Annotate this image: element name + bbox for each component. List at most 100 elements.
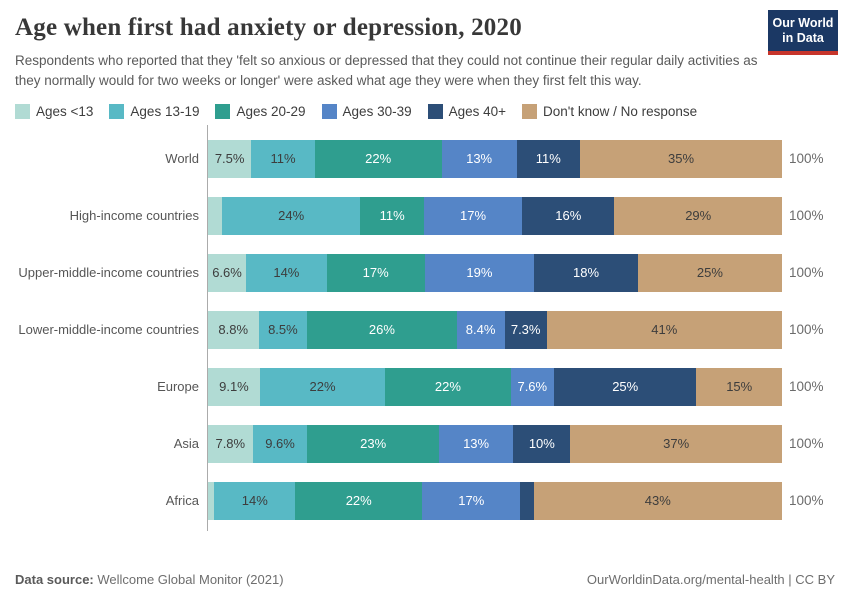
bar-segment-ages-13-19[interactable]: 8.5% <box>258 310 308 349</box>
bar-segment-ages-13[interactable]: 8.8% <box>208 310 259 349</box>
bar-segment-don-t-know-no-response[interactable]: 35% <box>580 139 782 178</box>
bar-segment-ages-13[interactable] <box>208 481 215 520</box>
chart-row-world: World 7.5% 11% 22% 13% 11% 35% 100% <box>15 130 835 187</box>
legend-label: Ages 13-19 <box>130 104 200 120</box>
bar-segment-ages-40[interactable]: 25% <box>553 367 697 406</box>
stacked-bar: 6.6% 14% 17% 19% 18% 25% <box>208 253 782 292</box>
bar-segment-ages-13[interactable]: 6.6% <box>208 253 247 292</box>
bar-segment-ages-40[interactable] <box>520 481 534 520</box>
legend-swatch-icon <box>15 104 30 120</box>
bar-segment-ages-40[interactable]: 11% <box>516 139 581 178</box>
total-label: 100% <box>789 265 824 281</box>
stacked-bar: 7.5% 11% 22% 13% 11% 35% <box>208 139 782 178</box>
bar-segment-ages-13-19[interactable]: 9.6% <box>252 424 308 463</box>
chart-row-upper-middle-income-countries: Upper-middle-income countries 6.6% 14% 17% 1… <box>15 244 835 301</box>
bar-segment-ages-13-19[interactable]: 22% <box>259 367 386 406</box>
owid-logo: Our World in Data <box>768 10 838 55</box>
y-axis-line <box>207 125 208 532</box>
legend: Ages <13 Ages 13-19 Ages 20-29 Ages 30-39 Ag… <box>15 104 835 120</box>
row-label: World <box>165 151 199 167</box>
bar-segment-ages-30-39[interactable]: 13% <box>438 424 514 463</box>
legend-item-ages-30-39: Ages 30-39 <box>321 104 412 120</box>
legend-swatch-icon <box>215 104 231 120</box>
chart-rows: World 7.5% 11% 22% 13% 11% 35% 100% High-income … <box>15 130 835 529</box>
chart-row-lower-middle-income-countries: Lower-middle-income countries 8.8% 8.5% 26%… <box>15 301 835 358</box>
legend-swatch-icon <box>522 104 538 120</box>
chart-row-high-income-countries: High-income countries 24% 11% 17% 16% 29% 100% <box>15 187 835 244</box>
bar-segment-ages-40[interactable]: 10% <box>513 424 571 463</box>
bar-segment-ages-13[interactable]: 9.1% <box>208 367 260 406</box>
bar-segment-don-t-know-no-response[interactable]: 29% <box>614 196 782 235</box>
chart-row-africa: Africa 14% 22% 17% 43% 100% <box>15 472 835 529</box>
bar-segment-ages-30-39[interactable]: 17% <box>422 481 521 520</box>
legend-item-ages-13: Ages <13 <box>15 104 94 120</box>
legend-swatch-icon <box>321 104 337 120</box>
legend-label: Ages 30-39 <box>342 104 412 120</box>
bar-segment-ages-20-29[interactable]: 23% <box>307 424 439 463</box>
bar-segment-ages-20-29[interactable]: 17% <box>326 253 425 292</box>
footer: Data source: Wellcome Global Monitor (20… <box>15 572 835 587</box>
row-label: Asia <box>173 436 199 452</box>
bar-segment-ages-13-19[interactable]: 24% <box>221 196 361 235</box>
bar-segment-ages-30-39[interactable]: 19% <box>424 253 535 292</box>
bar-segment-don-t-know-no-response[interactable]: 25% <box>637 253 782 292</box>
legend-label: Ages 20-29 <box>236 104 306 120</box>
legend-item-don-t-know-no-response: Don't know / No response <box>522 104 698 120</box>
bar-segment-ages-13[interactable]: 7.8% <box>208 424 253 463</box>
data-source-value: Wellcome Global Monitor (2021) <box>93 572 284 587</box>
owid-logo-line1: Our World <box>772 16 834 30</box>
bar-segment-don-t-know-no-response[interactable]: 43% <box>533 481 782 520</box>
legend-item-ages-20-29: Ages 20-29 <box>215 104 306 120</box>
total-label: 100% <box>789 151 824 167</box>
citation-link[interactable]: OurWorldinData.org/mental-health | CC BY <box>586 572 835 587</box>
total-label: 100% <box>789 436 824 452</box>
total-label: 100% <box>789 322 824 338</box>
bar-segment-ages-13-19[interactable]: 14% <box>214 481 296 520</box>
owid-logo-line2: in Data <box>782 31 824 45</box>
bar-segment-ages-20-29[interactable]: 11% <box>360 196 424 235</box>
legend-item-ages-13-19: Ages 13-19 <box>109 104 200 120</box>
bar-segment-ages-40[interactable]: 16% <box>522 196 615 235</box>
bar-segment-ages-20-29[interactable]: 22% <box>385 367 511 406</box>
stacked-bar: 14% 22% 17% 43% <box>208 481 782 520</box>
stacked-bar: 9.1% 22% 22% 7.6% 25% 15% <box>208 367 782 406</box>
chart-row-europe: Europe 9.1% 22% 22% 7.6% 25% 15% 100% <box>15 358 835 415</box>
page-title: Age when first had anxiety or depression… <box>15 14 522 41</box>
legend-label: Don't know / No response <box>543 104 698 120</box>
data-source: Data source: Wellcome Global Monitor (20… <box>15 572 284 587</box>
bar-segment-ages-13-19[interactable]: 11% <box>251 139 315 178</box>
chart-subtitle: Respondents who reported that they 'felt… <box>15 53 758 88</box>
row-label: Africa <box>165 493 199 509</box>
total-label: 100% <box>789 208 824 224</box>
stacked-bar: 24% 11% 17% 16% 29% <box>208 196 782 235</box>
bar-segment-ages-13[interactable] <box>208 196 222 235</box>
bar-segment-ages-30-39[interactable]: 7.6% <box>510 367 554 406</box>
total-label: 100% <box>789 493 824 509</box>
bar-segment-don-t-know-no-response[interactable]: 37% <box>570 424 782 463</box>
bar-segment-ages-20-29[interactable]: 26% <box>307 310 457 349</box>
legend-label: Ages <13 <box>36 104 94 120</box>
legend-label: Ages 40+ <box>448 104 507 120</box>
bar-segment-ages-13-19[interactable]: 14% <box>246 253 327 292</box>
bar-segment-don-t-know-no-response[interactable]: 15% <box>696 367 782 406</box>
chart: World 7.5% 11% 22% 13% 11% 35% 100% High-income … <box>15 125 835 532</box>
total-label: 100% <box>789 379 824 395</box>
row-label: Europe <box>157 379 199 395</box>
bar-segment-ages-30-39[interactable]: 13% <box>441 139 517 178</box>
stacked-bar: 7.8% 9.6% 23% 13% 10% 37% <box>208 424 782 463</box>
bar-segment-ages-30-39[interactable]: 8.4% <box>456 310 505 349</box>
chart-row-asia: Asia 7.8% 9.6% 23% 13% 10% 37% 100% <box>15 415 835 472</box>
header: Age when first had anxiety or depression… <box>0 0 850 120</box>
bar-segment-ages-20-29[interactable]: 22% <box>314 139 442 178</box>
bar-segment-ages-30-39[interactable]: 17% <box>423 196 523 235</box>
bar-segment-ages-20-29[interactable]: 22% <box>295 481 423 520</box>
bar-segment-don-t-know-no-response[interactable]: 41% <box>546 310 782 349</box>
row-label: Upper-middle-income countries <box>18 265 199 281</box>
legend-swatch-icon <box>427 104 443 120</box>
bar-segment-ages-40[interactable]: 7.3% <box>504 310 547 349</box>
stacked-bar: 8.8% 8.5% 26% 8.4% 7.3% 41% <box>208 310 782 349</box>
legend-item-ages-40: Ages 40+ <box>427 104 507 120</box>
bar-segment-ages-13[interactable]: 7.5% <box>208 139 252 178</box>
bar-segment-ages-40[interactable]: 18% <box>534 253 638 292</box>
